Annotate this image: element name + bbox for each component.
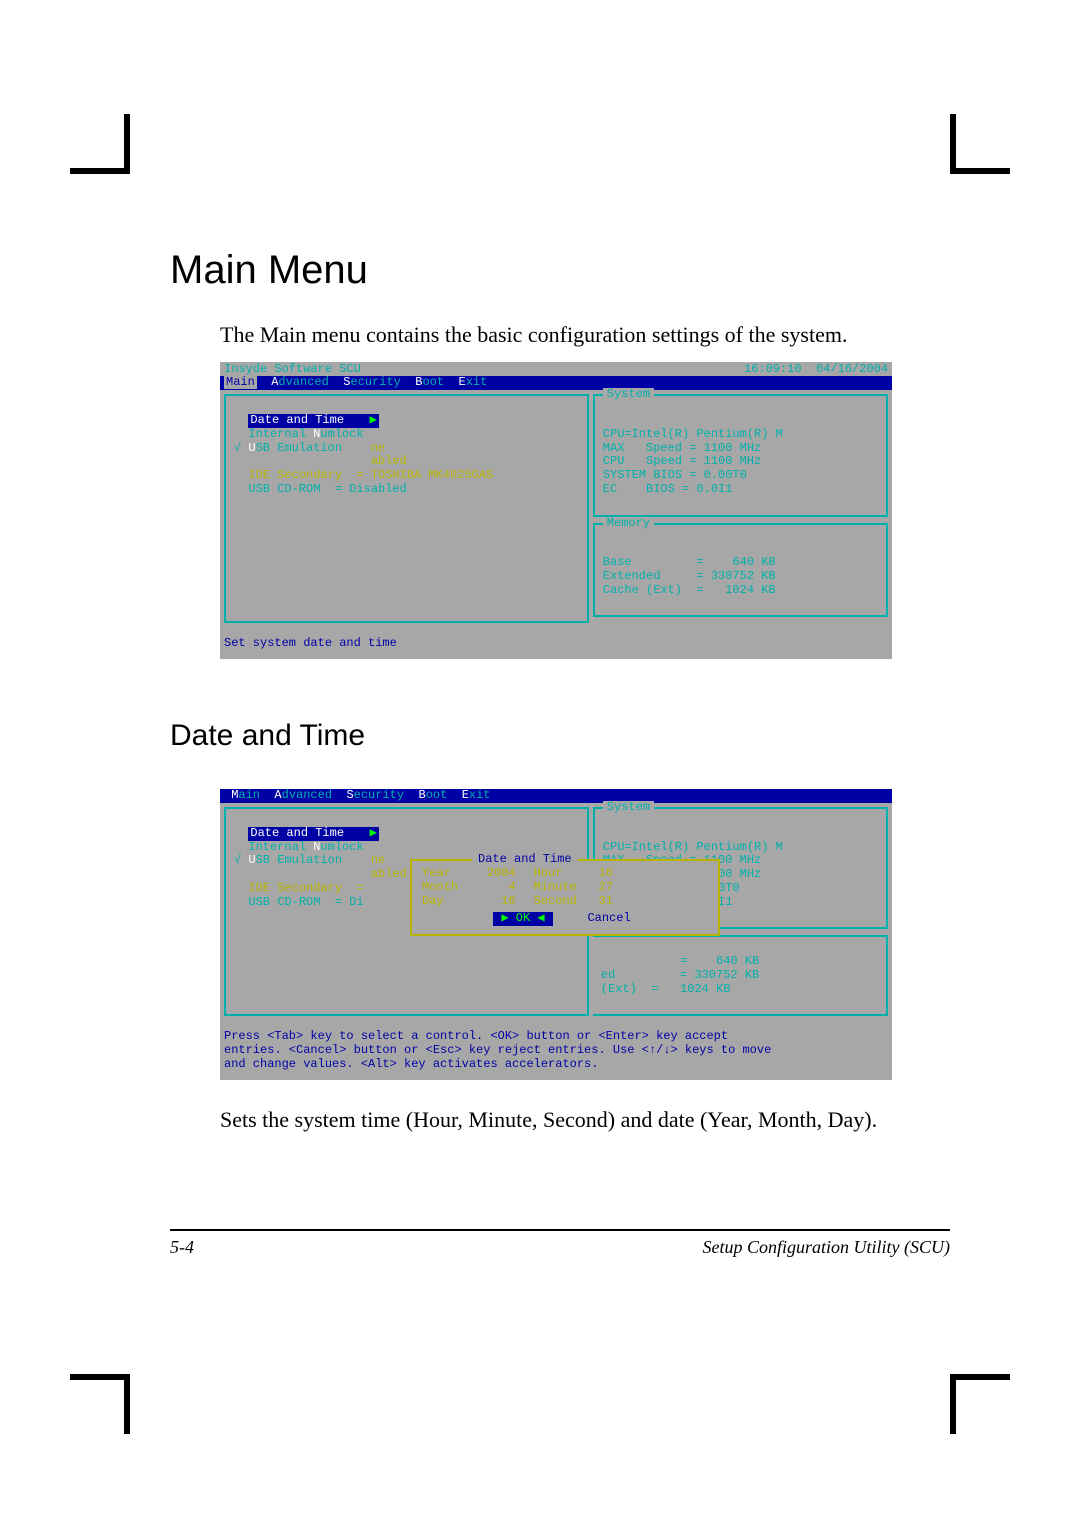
val-abled: abled [371,454,407,468]
footer-title: Setup Configuration Utility (SCU) [703,1237,951,1258]
popup-date-col: Year 2004 Month 4 Day 16 [422,867,516,908]
memory-panel-2: = 640 KB ed = 330752 KB (Ext) = 1024 KB [593,935,888,1016]
sys-cpu: CPU=Intel(R) Pentium(R) M [603,427,783,441]
section-title-date-time: Date and Time [170,719,950,753]
intro-text: The Main menu contains the basic configu… [220,321,950,350]
sys-cpuspeed: CPU Speed = 1100 MHz [603,454,761,468]
page-title: Main Menu [170,248,950,293]
page-footer: 5-4 Setup Configuration Utility (SCU) [170,1229,950,1258]
item-numlock-2[interactable]: Internal Numlock [248,840,363,854]
item-usb-emu-2[interactable]: USB Emulation [248,853,342,867]
mem-base: Base = 640 KB [603,555,776,569]
menu-main[interactable]: Main [224,375,257,389]
cancel-button[interactable]: Cancel [581,912,636,926]
memory-panel: Memory Base = 640 KB Extended = 330752 K… [593,523,888,618]
footer-page-number: 5-4 [170,1237,194,1258]
bios-help-bar: Set system date and time [220,631,892,659]
mem-cache-2: (Ext) = 1024 KB [601,982,731,996]
bios-screenshot-main: Insyde Software SCU 16:09:10 04/16/2004 … [220,362,892,660]
crop-mark-bl [70,1374,130,1380]
menu-advanced-2[interactable]: dvanced [282,788,332,802]
mem-cache: Cache (Ext) = 1024 KB [603,583,776,597]
bios-title: Insyde Software SCU [224,363,361,377]
menu-boot[interactable]: oot [422,375,444,389]
bios-right-panel: System CPU=Intel(R) Pentium(R) M MAX Spe… [593,394,888,623]
menu-security[interactable]: ecurity [350,375,400,389]
crop-mark-tr [950,168,1010,174]
bios-time: 16:09:10 [744,362,802,376]
sys-cpu-2: CPU=Intel(R) Pentium(R) M [603,840,783,854]
system-legend-2: System [603,801,654,815]
arrow-icon: ▶ [370,413,377,427]
bios-title-bar: Insyde Software SCU 16:09:10 04/16/2004 [220,362,892,377]
datetime-popup: Date and Time Year 2004 Month 4 Day 16 H… [410,859,720,936]
bios-left-panel: Date and Time ▶ Internal Numlock √ USB E… [224,394,589,623]
mem-ext-2: ed = 330752 KB [601,968,759,982]
check-icon: √ [234,441,241,455]
bios-menu-bar-2: Main Advanced Security Boot Exit [220,789,892,803]
item-date-time[interactable]: Date and Time ▶ [248,414,378,428]
item-usb-cdrom-2: USB CD-ROM = Di [248,895,363,909]
val-abled-2: abled [371,867,407,881]
crop-mark-br [950,1374,1010,1380]
bios-date: 04/16/2004 [816,362,888,376]
popup-legend: Date and Time [472,853,578,867]
system-panel: System CPU=Intel(R) Pentium(R) M MAX Spe… [593,394,888,516]
sys-max: MAX Speed = 1100 MHz [603,441,761,455]
item-date-time-2[interactable]: Date and Time ▶ [248,827,378,841]
page-content: Main Menu The Main menu contains the bas… [170,248,950,1298]
item-ide-secondary-2: IDE Secondary = [248,881,363,895]
val-ne-2: ne [371,853,385,867]
val-ne: ne [371,441,385,455]
menu-advanced[interactable]: dvanced [278,375,328,389]
crop-mark-tl [70,168,130,174]
popup-buttons: OK Cancel [422,912,708,926]
bios-screenshot-datetime: Main Advanced Security Boot Exit Date an… [220,789,892,1080]
datetime-description: Sets the system time (Hour, Minute, Seco… [220,1106,950,1135]
bios-clock: 16:09:10 04/16/2004 [744,363,888,377]
sys-bios: SYSTEM BIOS = 0.00T0 [603,468,747,482]
bios-help-bar-2: Press <Tab> key to select a control. <OK… [220,1024,892,1079]
bios-work-area-2: Date and Time ▶ Internal Numlock √ USB E… [220,803,892,1024]
popup-time-col: Hour 16 Minute 27 Second 31 [534,867,613,908]
mem-base-2: = 640 KB [601,954,759,968]
check-icon-2: √ [234,853,241,867]
menu-exit[interactable]: xit [466,375,488,389]
item-usb-emu[interactable]: USB Emulation [248,441,342,455]
menu-boot-2[interactable]: oot [426,788,448,802]
memory-legend: Memory [603,517,654,531]
item-numlock[interactable]: Internal Numlock [248,427,363,441]
menu-main-2[interactable]: ain [238,788,260,802]
menu-security-2[interactable]: ecurity [354,788,404,802]
mem-ext: Extended = 330752 KB [603,569,776,583]
sys-ec: EC BIOS = 0.0I1 [603,482,733,496]
item-usb-cdrom: USB CD-ROM = Disabled [248,482,406,496]
bios-menu-bar: Main Advanced Security Boot Exit [220,376,892,390]
arrow-icon-2: ▶ [370,826,377,840]
ok-button[interactable]: OK [493,912,552,926]
system-legend: System [603,388,654,402]
item-ide-secondary: IDE Secondary = TOSHIBA MK4025GAS [248,468,493,482]
menu-exit-2[interactable]: xit [469,788,491,802]
bios-work-area: Date and Time ▶ Internal Numlock √ USB E… [220,390,892,631]
